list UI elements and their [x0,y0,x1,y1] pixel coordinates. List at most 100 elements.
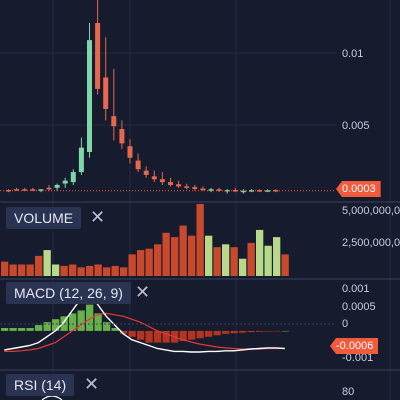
macd-histogram-bar [26,328,34,331]
macd-histogram-bar [222,330,230,334]
volume-bar [26,264,34,276]
close-macd-icon[interactable]: ✕ [135,282,151,303]
candle-body [95,22,101,89]
macd-value-tag: -0.0006 [330,338,379,354]
macd-histogram-bar [94,313,102,331]
candle-body [143,170,149,175]
candle-body [249,190,254,192]
macd-histogram-bar [196,330,204,339]
volume-bar [103,267,111,276]
candle-body [151,176,157,180]
macd-histogram-bar [264,330,272,332]
macd-tick-label: -0.001 [342,352,374,364]
candle-body [62,180,68,184]
macd-histogram-bar [256,330,264,332]
volume-bar [18,264,26,276]
volume-bar [145,248,153,276]
macd-histogram-bar [18,328,26,331]
candle-body [70,172,76,183]
volume-bar [273,237,281,276]
volume-bar [1,261,9,276]
volume-bar [86,265,94,276]
macd-histogram-bar [137,330,145,340]
macd-histogram-bar [111,328,119,331]
macd-tick-label: 0.001 [342,283,370,295]
candle-body [22,189,28,191]
volume-tick-label: 2,500,000,00 [342,237,400,249]
candle-body [232,189,238,192]
close-rsi-icon[interactable]: ✕ [84,374,100,395]
candle-body [119,129,125,144]
candle-body [38,189,44,191]
candle-body [135,160,141,170]
candle-body [273,189,279,192]
macd-histogram-bar [120,330,128,334]
candle-body [14,189,20,191]
volume-bar [239,258,247,276]
volume-bar [256,229,264,276]
macd-histogram-bar [128,330,136,337]
candle-body [192,187,198,189]
price-tick-label: 0.01 [342,48,364,60]
candle-body [240,190,246,193]
candle-body [54,184,60,188]
candle-body [111,116,117,127]
macd-tick-label: 0 [342,318,349,330]
volume-bar [162,232,170,276]
close-volume-icon[interactable]: ✕ [90,207,106,228]
volume-indicator-label[interactable]: VOLUME [6,207,82,229]
volume-bar [120,267,128,276]
candle-body [257,190,263,192]
volume-bar [52,264,60,276]
macd-histogram-bar [9,328,17,331]
macd-histogram-bar [35,325,43,331]
macd-histogram-bar [154,330,162,343]
macd-histogram-bar [103,322,111,331]
volume-bar [35,255,43,276]
macd-histogram-bar [179,330,187,342]
macd-histogram-bar [69,313,77,331]
candle-body [168,182,173,185]
macd-histogram-bar [52,319,60,331]
volume-bar [247,242,255,276]
macd-line [4,291,285,353]
macd-histogram-bar [281,330,289,332]
candle-body [200,188,206,191]
candle-body [103,77,109,109]
macd-histogram-bar [213,330,221,336]
volume-bar [196,204,204,276]
macd-histogram-bar [247,330,255,333]
volume-bar [281,254,289,276]
volume-bar [69,264,77,276]
macd-histogram-bar [77,310,85,331]
macd-histogram-bar [145,330,153,343]
macd-histogram-bar [273,330,281,332]
current-price-tag: 0.0003 [336,181,381,197]
volume-bar [128,254,136,276]
macd-indicator-label[interactable]: MACD (12, 26, 9) [6,282,131,304]
volume-bar [171,237,179,276]
volume-bar [9,264,17,276]
volume-bar [264,245,272,276]
volume-bar [230,247,238,276]
volume-bar [137,250,145,276]
macd-histogram-bar [188,330,196,340]
volume-tick-label: 5,000,000,00 [342,205,400,217]
volume-bar [77,267,85,276]
candle-body [176,184,182,187]
volume-bar [154,244,162,276]
candle-body [87,40,92,152]
price-tick-label: 0.005 [342,120,370,132]
candle-body [208,189,214,191]
rsi-indicator-label[interactable]: RSI (14) [6,374,75,396]
volume-bar [43,250,51,276]
macd-histogram-bar [205,330,213,337]
macd-histogram-bar [230,330,238,334]
price-candles [0,0,336,194]
volume-bar [205,235,213,276]
macd-histogram-bar [1,328,9,331]
volume-bar [111,265,119,276]
candle-body [127,146,133,158]
macd-histogram-bar [43,322,51,331]
